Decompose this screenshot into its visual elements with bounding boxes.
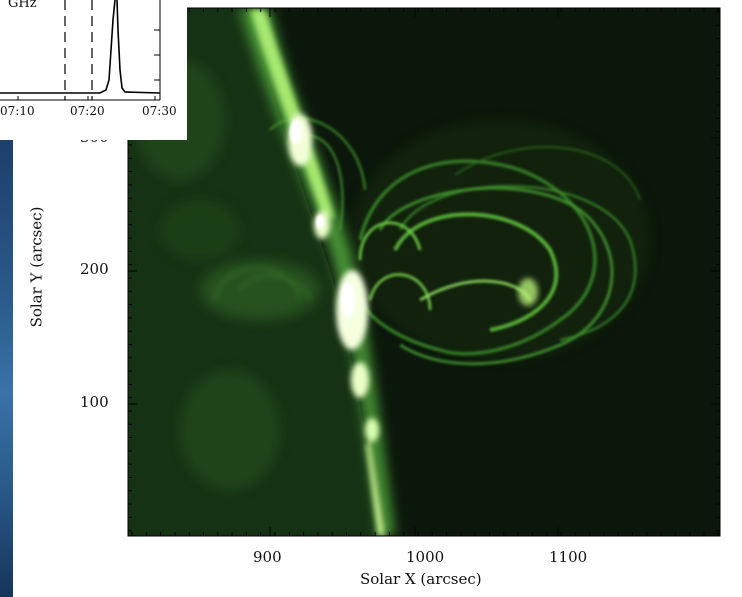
plot-frame <box>127 7 721 537</box>
inset-x-tick-label: 07:10 <box>0 104 35 118</box>
x-tick-label: 1100 <box>549 548 588 566</box>
euv-image <box>128 8 720 536</box>
inset-x-tick-label: 07:30 <box>142 104 177 118</box>
y-tick-label: 100 <box>80 393 109 411</box>
x-tick-label: 900 <box>253 548 282 566</box>
x-tick-label: 1000 <box>406 548 445 566</box>
x-axis-title: Solar X (arcsec) <box>360 570 482 588</box>
background-strip <box>0 140 13 597</box>
y-axis-title: Solar Y (arcsec) <box>27 206 46 328</box>
y-tick-label: 200 <box>80 260 109 278</box>
inset-x-tick-label: 07:20 <box>70 104 105 118</box>
radio-light-curve-inset: GHz 07:10 07:20 07:30 <box>0 0 187 140</box>
inset-plot <box>0 0 161 101</box>
light-curve <box>0 0 161 94</box>
inset-label: GHz <box>8 0 37 11</box>
